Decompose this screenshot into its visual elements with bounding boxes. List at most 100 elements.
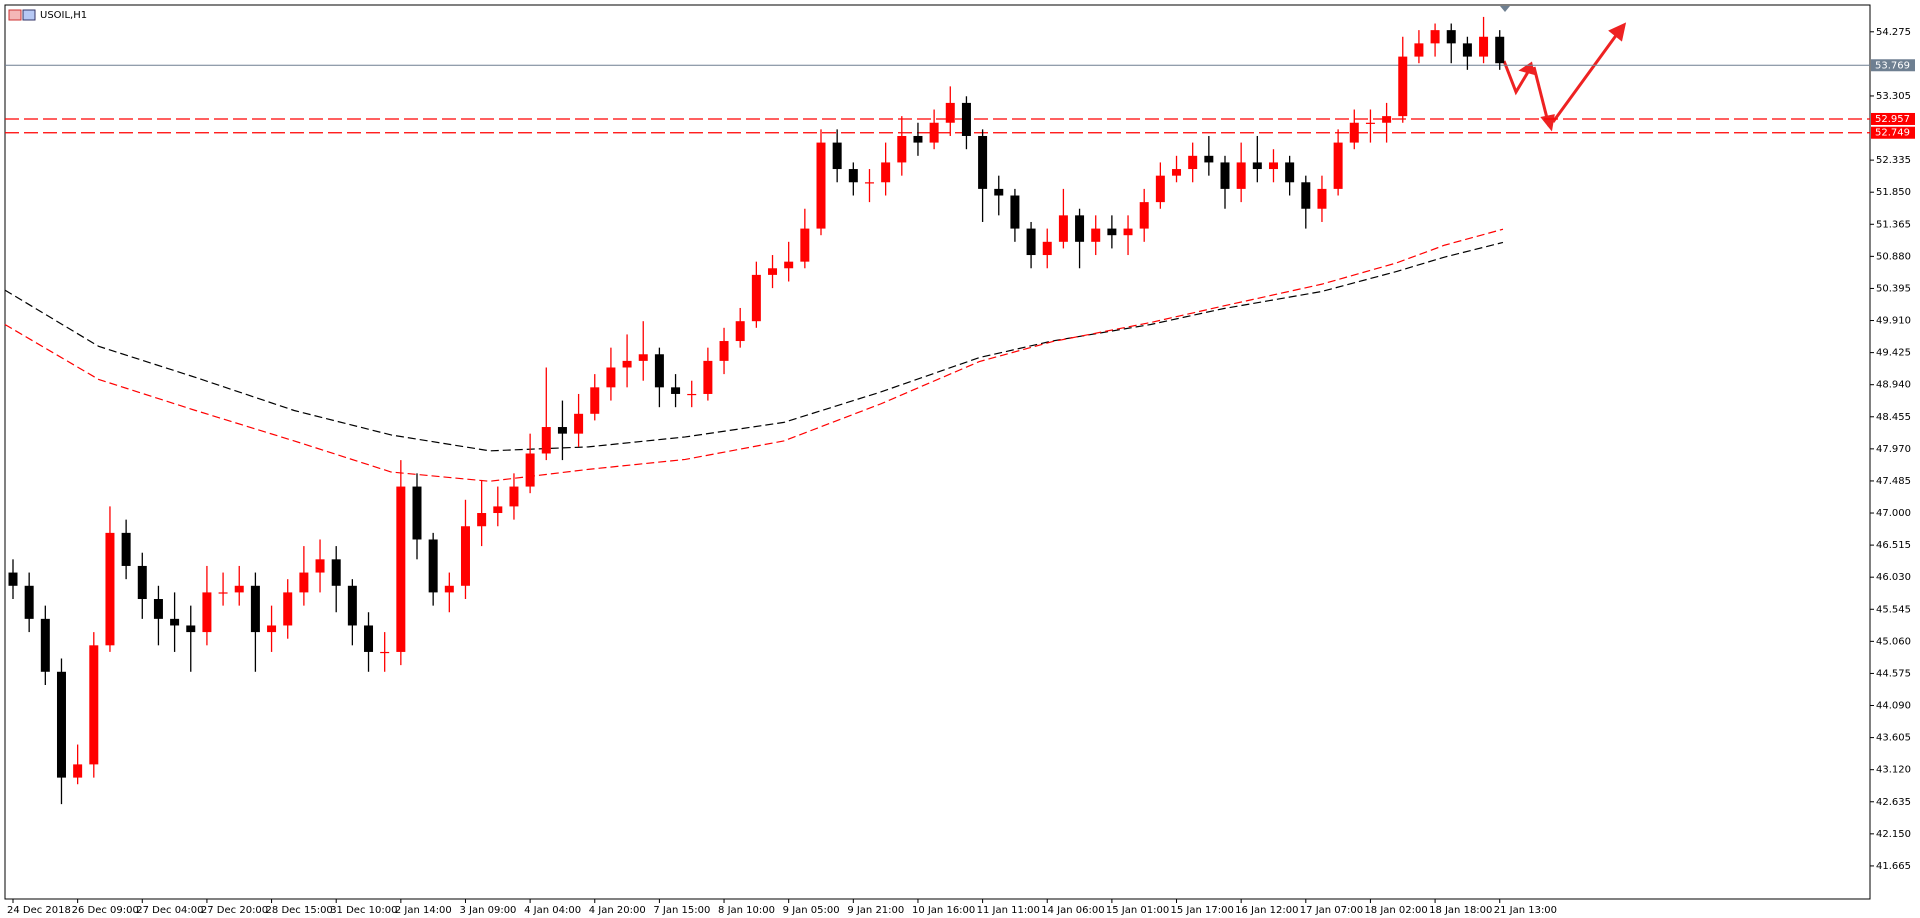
candle-body [1058, 215, 1068, 242]
x-tick-label: 18 Jan 18:00 [1429, 905, 1492, 916]
candle-body [1446, 30, 1456, 44]
candle-body [719, 341, 729, 361]
candle-body [186, 625, 196, 633]
y-tick-label: 44.090 [1876, 701, 1911, 712]
candle-body [218, 592, 228, 594]
x-tick-label: 7 Jan 15:00 [653, 905, 710, 916]
candle-body [234, 585, 244, 593]
candle-body [1107, 228, 1117, 236]
x-tick-label: 15 Jan 01:00 [1106, 905, 1169, 916]
x-tick-label: 31 Dec 10:00 [330, 905, 397, 916]
candle-body [622, 360, 632, 368]
x-tick-label: 21 Jan 13:00 [1494, 905, 1557, 916]
candle-body [1252, 162, 1262, 170]
price-label-box [1871, 126, 1915, 139]
moving-average [4, 228, 1504, 482]
candle-body [428, 539, 438, 593]
candle-body [913, 135, 923, 143]
plot-frame [4, 4, 1871, 900]
candle-body [1333, 142, 1343, 189]
x-tick-label: 24 Dec 2018 [7, 905, 71, 916]
candle-body [89, 645, 99, 765]
x-tick-label: 15 Jan 17:00 [1171, 905, 1234, 916]
candle-body [1123, 228, 1133, 236]
candle-body [1139, 202, 1149, 229]
price-label: 52.749 [1875, 128, 1910, 139]
candle-body [8, 572, 18, 586]
candle-body [541, 427, 551, 454]
candle-body [961, 102, 971, 136]
candle-body [832, 142, 842, 170]
candle-body [1075, 215, 1085, 242]
candle-body [364, 625, 374, 652]
candle-body [73, 764, 83, 778]
candle-body [283, 592, 293, 626]
y-tick-label: 49.910 [1876, 316, 1911, 327]
y-tick-label: 47.970 [1876, 444, 1911, 455]
candle-body [687, 393, 697, 396]
candle-body [460, 526, 470, 586]
candle-body [1349, 122, 1359, 143]
y-tick-label: 44.575 [1876, 668, 1911, 679]
candle-body [1398, 56, 1408, 117]
x-tick-label: 8 Jan 10:00 [718, 905, 775, 916]
x-tick-label: 28 Dec 15:00 [266, 905, 333, 916]
candle-body [477, 513, 487, 527]
candle-body [380, 651, 390, 654]
candle-body [897, 135, 907, 163]
candle-body [1220, 162, 1230, 189]
x-tick-label: 16 Jan 12:00 [1235, 905, 1298, 916]
candle-body [1091, 228, 1101, 242]
candle-body [557, 427, 567, 434]
y-tick-label: 42.635 [1876, 797, 1911, 808]
candle-body [315, 559, 325, 573]
candle-body [509, 486, 519, 507]
y-tick-label: 43.605 [1876, 733, 1911, 744]
price-label: 53.769 [1875, 60, 1910, 71]
candle-body [1188, 155, 1198, 170]
candle-body [493, 506, 503, 514]
x-tick-label: 14 Jan 06:00 [1041, 905, 1104, 916]
candle-body [929, 122, 939, 143]
candle-body [816, 142, 826, 229]
candle-body [250, 585, 260, 633]
price-label: 52.957 [1875, 114, 1910, 125]
candle-body [1462, 43, 1472, 57]
candle-body [1382, 116, 1392, 123]
candle-body [800, 228, 810, 262]
y-tick-label: 45.545 [1876, 604, 1911, 615]
candle-body [1414, 43, 1424, 57]
candle-body [1172, 169, 1182, 176]
candle-body [1479, 36, 1489, 57]
candle-body [1204, 155, 1214, 163]
x-tick-label: 11 Jan 11:00 [977, 905, 1040, 916]
x-tick-label: 18 Jan 02:00 [1364, 905, 1427, 916]
candle-body [864, 182, 874, 184]
candle-body [396, 486, 406, 652]
y-tick-label: 53.305 [1876, 91, 1911, 102]
candle-body [1268, 162, 1278, 170]
y-tick-label: 52.335 [1876, 155, 1911, 166]
candle-body [525, 453, 535, 487]
candle-body [1042, 241, 1052, 256]
candle-body [751, 274, 761, 322]
candle-body [994, 188, 1004, 196]
x-tick-label: 26 Dec 09:00 [72, 905, 139, 916]
candle-body [1495, 36, 1505, 64]
x-tick-label: 10 Jan 16:00 [912, 905, 975, 916]
candle-body [574, 413, 584, 434]
candle-body [1155, 175, 1165, 203]
candle-body [137, 565, 147, 600]
x-tick-label: 2 Jan 14:00 [395, 905, 452, 916]
y-tick-label: 42.150 [1876, 829, 1911, 840]
candle-body [105, 532, 115, 646]
price-label-box [1871, 59, 1915, 72]
y-tick-label: 46.515 [1876, 540, 1911, 551]
x-tick-label: 4 Jan 20:00 [589, 905, 646, 916]
candle-body [1430, 30, 1440, 44]
candle-body [347, 585, 357, 626]
y-tick-label: 49.425 [1876, 348, 1911, 359]
x-tick-label: 9 Jan 21:00 [847, 905, 904, 916]
y-tick-label: 50.880 [1876, 251, 1911, 262]
candle-body [638, 354, 648, 361]
